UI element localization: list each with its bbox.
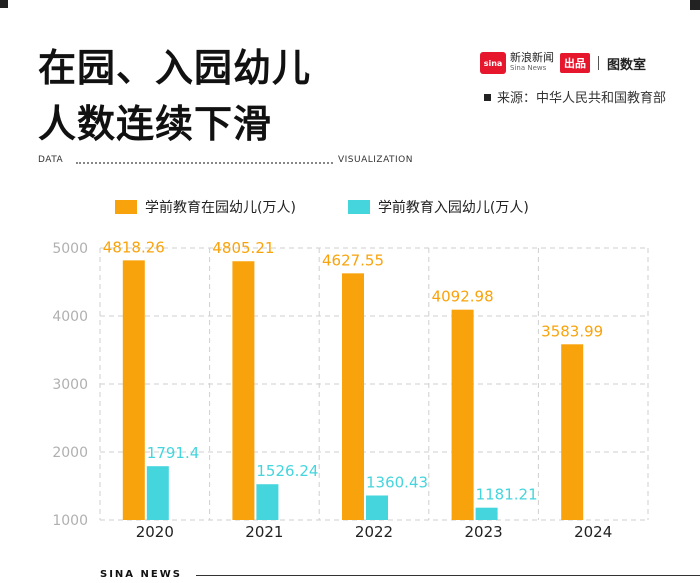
legend-swatch-enrolled bbox=[115, 200, 137, 214]
bar-enrolled bbox=[232, 261, 255, 520]
legend-item-enrolled: 学前教育在园幼儿(万人) bbox=[115, 197, 296, 217]
sina-brand-text: 新浪新闻 Sina News bbox=[510, 52, 554, 74]
divider-right-label: VISUALIZATION bbox=[337, 155, 413, 165]
brand-bar: sina 新浪新闻 Sina News 出品 图数室 bbox=[480, 52, 690, 74]
title-line-1: 在园、入园幼儿 bbox=[38, 46, 312, 90]
bar-enrolled bbox=[342, 273, 364, 520]
x-tick-label: 2023 bbox=[465, 523, 503, 541]
y-tick-label: 2000 bbox=[52, 445, 88, 461]
footer: SINA NEWS bbox=[0, 565, 700, 583]
bar-admitted bbox=[475, 507, 498, 520]
data-label-enrolled: 3583.99 bbox=[541, 322, 603, 340]
data-visualization-divider: DATA VISUALIZATION bbox=[38, 155, 413, 169]
tushi-logo: 图数室 bbox=[607, 57, 647, 73]
corner-mark-right bbox=[690, 0, 700, 10]
chart-legend: 学前教育在园幼儿(万人) 学前教育入园幼儿(万人) bbox=[115, 197, 581, 217]
x-tick-label: 2021 bbox=[245, 523, 283, 541]
bar-admitted bbox=[256, 484, 279, 520]
y-tick-label: 1000 bbox=[52, 513, 88, 529]
bar-admitted bbox=[146, 466, 169, 520]
y-tick-label: 5000 bbox=[52, 241, 88, 257]
data-label-enrolled: 4092.98 bbox=[432, 288, 494, 306]
sina-brand-en: Sina News bbox=[510, 64, 547, 72]
data-label-admitted: 1526.24 bbox=[256, 462, 318, 480]
bar-enrolled bbox=[122, 260, 145, 520]
bar-enrolled bbox=[561, 344, 584, 520]
chupin-badge: 出品 bbox=[560, 53, 590, 73]
footer-text: SINA NEWS bbox=[100, 569, 182, 580]
corner-mark bbox=[0, 0, 8, 8]
square-bullet-icon bbox=[484, 94, 491, 101]
divider-left-label: DATA bbox=[38, 155, 64, 165]
source-note: 来源：中华人民共和国教育部 bbox=[484, 90, 684, 108]
dotted-divider bbox=[76, 162, 333, 164]
x-tick-label: 2024 bbox=[574, 523, 612, 541]
data-label-enrolled: 4818.26 bbox=[103, 238, 165, 256]
legend-label-enrolled: 学前教育在园幼儿(万人) bbox=[145, 200, 296, 216]
bar-enrolled bbox=[451, 309, 474, 520]
sina-brand-cn: 新浪新闻 bbox=[510, 51, 554, 64]
sina-logo-icon: sina bbox=[480, 52, 506, 74]
data-label-admitted: 1360.43 bbox=[366, 473, 428, 491]
x-tick-label: 2022 bbox=[355, 523, 393, 541]
y-tick-label: 4000 bbox=[52, 309, 88, 325]
legend-swatch-admitted bbox=[347, 200, 370, 214]
data-label-enrolled: 4627.55 bbox=[322, 251, 384, 269]
y-tick-label: 3000 bbox=[52, 377, 88, 393]
bar-admitted bbox=[366, 495, 388, 520]
data-label-admitted: 1181.21 bbox=[476, 486, 538, 504]
legend-label-admitted: 学前教育入园幼儿(万人) bbox=[377, 200, 529, 216]
page-title: 在园、入园幼儿 人数连续下滑 bbox=[38, 40, 311, 152]
source-text: 来源：中华人民共和国教育部 bbox=[497, 91, 667, 106]
data-label-enrolled: 4805.21 bbox=[212, 239, 274, 257]
x-tick-label: 2020 bbox=[136, 523, 174, 541]
bar-chart: 1000 2000 3000 4000 5000 4818.26 1791.4 2020 480… bbox=[52, 238, 649, 541]
brand-separator bbox=[598, 56, 599, 70]
footer-line bbox=[196, 575, 700, 576]
data-label-admitted: 1791.4 bbox=[147, 444, 200, 462]
title-line-2: 人数连续下滑 bbox=[38, 102, 273, 146]
legend-item-admitted: 学前教育入园幼儿(万人) bbox=[347, 197, 529, 217]
